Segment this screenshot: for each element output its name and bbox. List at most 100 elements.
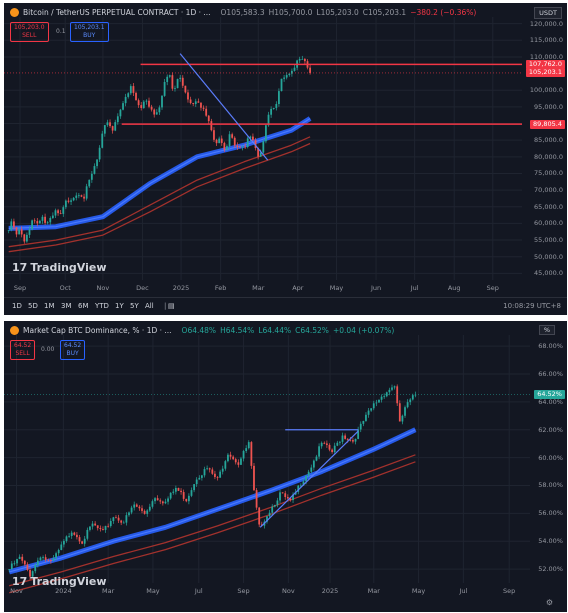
candle-body xyxy=(215,139,218,144)
candle-body xyxy=(378,399,380,403)
y-tick-label: 68.00% xyxy=(538,342,563,351)
candle-body xyxy=(179,77,182,79)
candle-body xyxy=(16,559,18,564)
candle-body xyxy=(297,485,300,492)
x-tick-label: Nov xyxy=(96,284,110,292)
candle-body xyxy=(140,105,143,109)
candle-body xyxy=(44,216,46,223)
candle-body xyxy=(323,442,326,444)
range-all-button[interactable]: All xyxy=(145,302,154,310)
range-1y-button[interactable]: 1Y xyxy=(115,302,124,310)
candle-body xyxy=(103,125,106,134)
range-6m-button[interactable]: 6M xyxy=(78,302,89,310)
x-tick-label: Sep xyxy=(486,284,499,292)
candle-body xyxy=(219,471,222,478)
tradingview-watermark-2: 17 TradingView xyxy=(12,575,107,588)
btc-sell-button[interactable]: 105,203.0 SELL xyxy=(10,22,49,42)
range-1m-button[interactable]: 1M xyxy=(44,302,55,310)
candle-body xyxy=(104,525,107,530)
range-5y-button[interactable]: 5Y xyxy=(130,302,139,310)
candle-body xyxy=(184,85,187,93)
candle-body xyxy=(85,186,88,199)
candle-body xyxy=(388,389,391,393)
settings-gear-icon[interactable]: ⚙ xyxy=(545,598,553,607)
candle-body xyxy=(125,515,128,523)
y-tick-label: 66.00% xyxy=(538,370,563,378)
candle-body xyxy=(181,77,184,86)
candle-body xyxy=(174,88,176,89)
candle-body xyxy=(158,107,161,113)
candle-body xyxy=(148,506,151,511)
candle-body xyxy=(96,525,99,529)
y-tick-label: 56.00% xyxy=(538,509,563,518)
dom-sell-button[interactable]: 64.52 SELL xyxy=(10,340,36,360)
candle-body xyxy=(272,107,275,109)
candle-body xyxy=(68,535,70,537)
candle-body xyxy=(8,569,11,570)
dom-buy-button[interactable]: 64.52 BUY xyxy=(60,340,86,360)
percent-scale-button[interactable]: % xyxy=(538,325,555,335)
candle-body xyxy=(127,93,130,97)
dominance-chart-panel: Market Cap BTC Dominance, % · 1D · ... O… xyxy=(4,321,567,612)
candle-body xyxy=(357,429,360,439)
candle-body xyxy=(189,99,192,104)
candle-body xyxy=(107,525,110,527)
candle-body xyxy=(99,528,102,530)
range-3m-button[interactable]: 3M xyxy=(61,302,72,310)
btc-buy-button[interactable]: 105,203.1 BUY xyxy=(70,22,109,42)
candle-body xyxy=(192,103,195,104)
candle-body xyxy=(166,76,169,83)
candle-body xyxy=(23,234,26,242)
candle-body xyxy=(88,179,91,187)
dominance-chart-title: Market Cap BTC Dominance, % · 1D · ... xyxy=(23,326,172,335)
x-tick-label: Sep xyxy=(503,587,516,595)
candle-body xyxy=(52,558,55,561)
candle-body xyxy=(205,108,208,116)
x-tick-label: May xyxy=(329,284,344,292)
candle-body xyxy=(349,439,352,441)
y-tick-label: 54.00% xyxy=(538,537,563,546)
candle-body xyxy=(89,526,91,530)
x-tick-label: Sep xyxy=(237,587,250,595)
candle-body xyxy=(138,506,141,509)
candle-body xyxy=(18,556,21,560)
goto-date-icon[interactable]: ▤ xyxy=(168,302,175,310)
candle-body xyxy=(116,116,119,123)
candle-body xyxy=(298,59,301,61)
candle-body xyxy=(98,147,101,160)
ma-red-line xyxy=(9,454,416,587)
x-tick-label: Mar xyxy=(252,284,265,292)
btc-chart-title: Bitcoin / TetherUS PERPETUAL CONTRACT · … xyxy=(23,8,211,17)
range-ytd-button[interactable]: YTD xyxy=(95,302,109,310)
y-tick-label: 60.00% xyxy=(538,453,563,462)
candle-body xyxy=(129,86,132,94)
candle-body xyxy=(46,222,49,224)
dom-close: C64.52% xyxy=(295,326,329,335)
y-tick-label: 100,000.0 xyxy=(529,86,563,95)
candle-body xyxy=(380,396,383,400)
btc-chart-header: Bitcoin / TetherUS PERPETUAL CONTRACT · … xyxy=(10,8,480,17)
candle-body xyxy=(7,230,10,231)
candle-body xyxy=(33,220,36,222)
candle-body xyxy=(26,564,29,570)
dom-sell-label: SELL xyxy=(15,350,30,357)
currency-selector[interactable]: USDT xyxy=(534,7,562,19)
candle-body xyxy=(130,507,133,513)
candle-body xyxy=(49,218,52,223)
candle-body xyxy=(257,148,260,157)
range-1d-button[interactable]: 1D xyxy=(12,302,22,310)
candle-body xyxy=(232,456,235,460)
range-5d-button[interactable]: 5D xyxy=(28,302,38,310)
candle-body xyxy=(214,473,216,477)
candle-body xyxy=(234,459,237,463)
candle-body xyxy=(273,504,276,507)
candle-body xyxy=(318,446,320,457)
candle-body xyxy=(164,501,167,504)
dom-sell-price: 64.52 xyxy=(14,342,32,349)
candle-body xyxy=(31,220,33,230)
candle-body xyxy=(253,465,255,491)
date-range-icon[interactable]: | xyxy=(164,302,167,310)
ma-red-line xyxy=(8,142,311,253)
candle-body xyxy=(90,173,93,180)
candle-body xyxy=(207,115,210,122)
